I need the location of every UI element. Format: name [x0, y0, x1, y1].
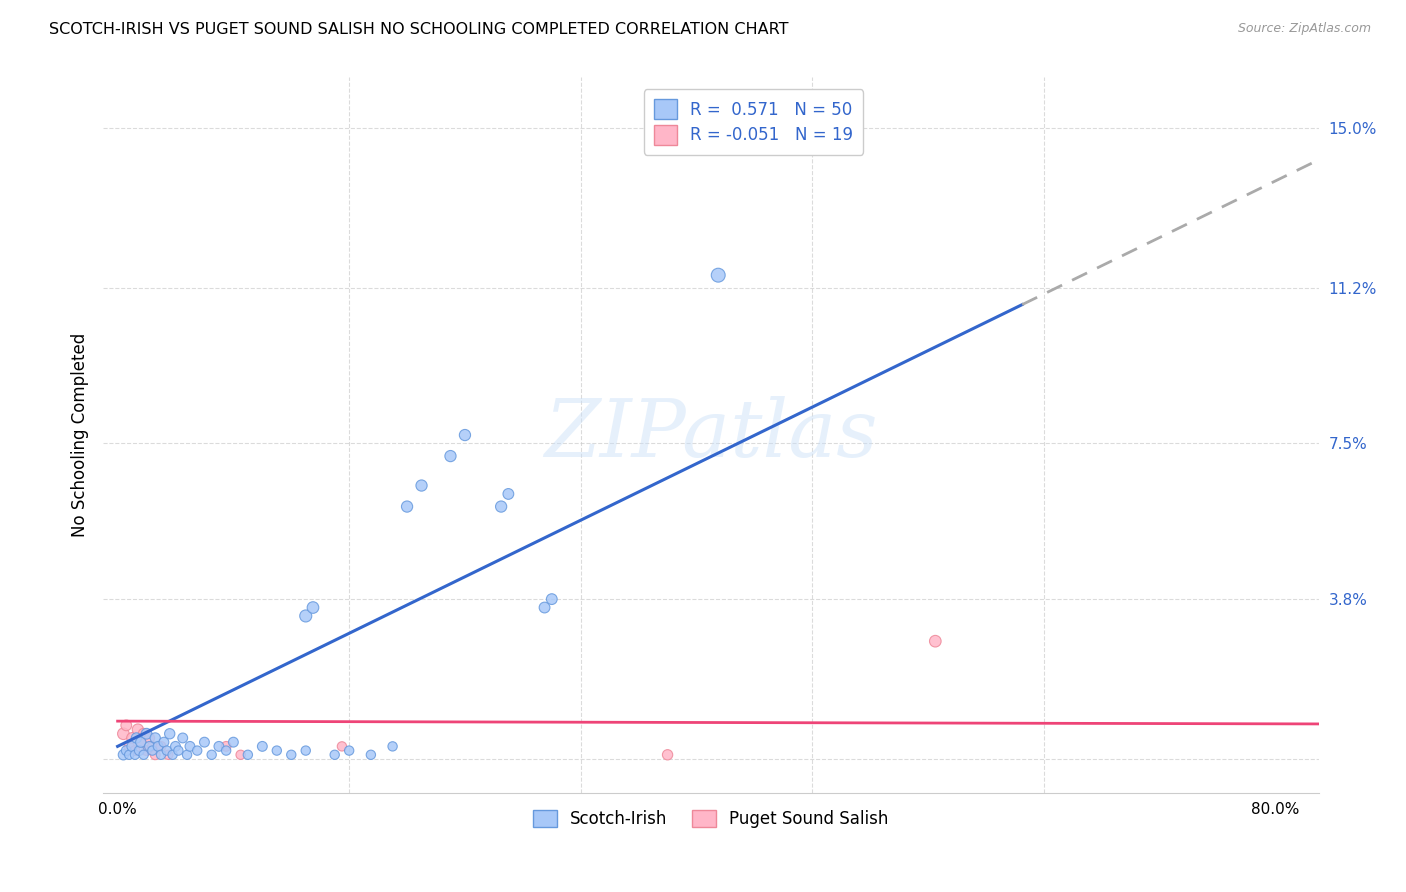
Point — [396, 500, 419, 514]
Point — [381, 739, 404, 754]
Point — [193, 735, 215, 749]
Point — [129, 735, 152, 749]
Point — [143, 747, 166, 762]
Point — [138, 739, 160, 754]
Point — [176, 747, 198, 762]
Point — [146, 739, 169, 754]
Point — [135, 743, 157, 757]
Point — [498, 487, 520, 501]
Point — [533, 600, 555, 615]
Point — [411, 478, 433, 492]
Point — [439, 449, 461, 463]
Point — [125, 731, 148, 745]
Point — [302, 600, 325, 615]
Point — [165, 739, 187, 754]
Point — [115, 718, 138, 732]
Point — [157, 747, 180, 762]
Legend: Scotch-Irish, Puget Sound Salish: Scotch-Irish, Puget Sound Salish — [527, 803, 896, 834]
Point — [127, 723, 149, 737]
Point — [156, 743, 179, 757]
Point — [454, 428, 477, 442]
Point — [186, 743, 208, 757]
Point — [360, 747, 382, 762]
Point — [294, 743, 316, 757]
Point — [229, 747, 252, 762]
Point — [124, 747, 146, 762]
Y-axis label: No Schooling Completed: No Schooling Completed — [72, 333, 89, 537]
Point — [215, 739, 238, 754]
Point — [208, 739, 231, 754]
Point — [323, 747, 346, 762]
Point — [150, 747, 173, 762]
Point — [924, 634, 946, 648]
Point — [159, 727, 181, 741]
Point — [266, 743, 288, 757]
Point — [236, 747, 259, 762]
Point — [135, 727, 157, 741]
Point — [150, 739, 173, 754]
Point — [132, 747, 155, 762]
Point — [115, 743, 138, 757]
Point — [201, 747, 224, 762]
Point — [112, 727, 135, 741]
Point — [294, 609, 316, 624]
Point — [143, 731, 166, 745]
Point — [162, 747, 184, 762]
Point — [129, 735, 152, 749]
Point — [121, 731, 143, 745]
Point — [489, 500, 512, 514]
Point — [118, 739, 141, 754]
Point — [330, 739, 353, 754]
Point — [222, 735, 245, 749]
Point — [118, 747, 141, 762]
Point — [179, 739, 201, 754]
Point — [252, 739, 274, 754]
Point — [141, 743, 163, 757]
Point — [121, 739, 143, 754]
Point — [132, 727, 155, 741]
Point — [337, 743, 360, 757]
Point — [657, 747, 679, 762]
Text: ZIPatlas: ZIPatlas — [544, 396, 877, 474]
Point — [540, 592, 562, 607]
Point — [141, 739, 163, 754]
Point — [172, 731, 194, 745]
Point — [167, 743, 190, 757]
Text: Source: ZipAtlas.com: Source: ZipAtlas.com — [1237, 22, 1371, 36]
Point — [112, 747, 135, 762]
Point — [153, 735, 176, 749]
Point — [138, 731, 160, 745]
Text: SCOTCH-IRISH VS PUGET SOUND SALISH NO SCHOOLING COMPLETED CORRELATION CHART: SCOTCH-IRISH VS PUGET SOUND SALISH NO SC… — [49, 22, 789, 37]
Point — [124, 743, 146, 757]
Point — [280, 747, 302, 762]
Point — [128, 743, 150, 757]
Point — [215, 743, 238, 757]
Point — [707, 268, 730, 282]
